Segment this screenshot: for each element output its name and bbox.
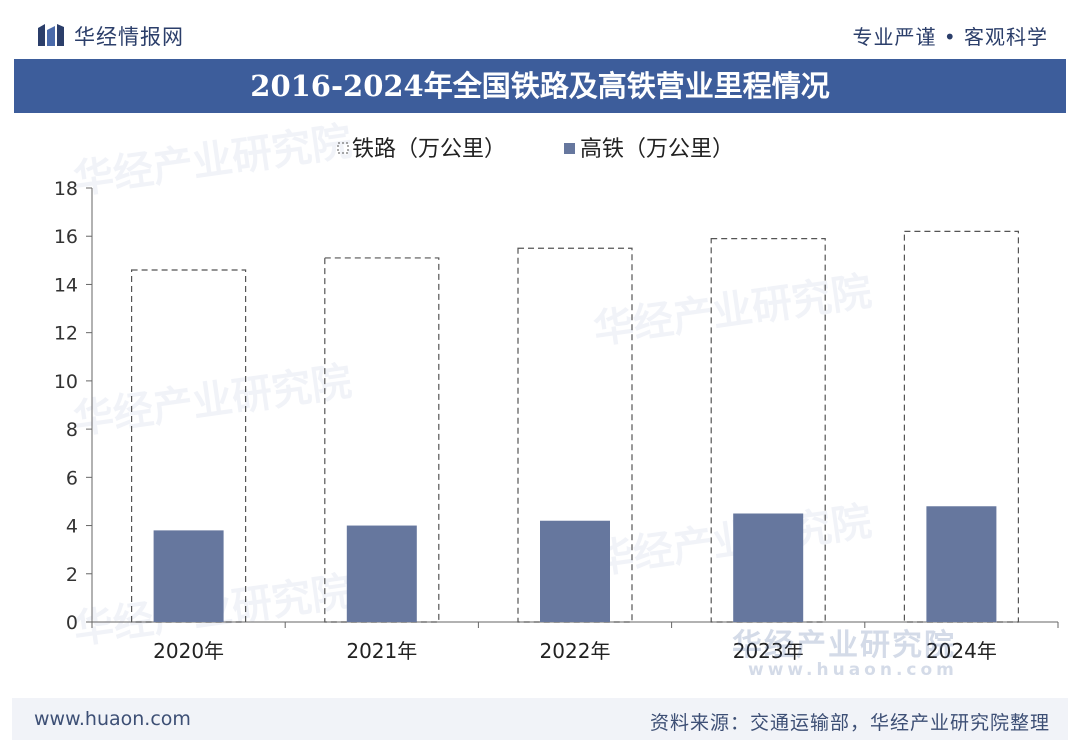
hsr-bar bbox=[153, 530, 224, 622]
y-tick-label: 12 bbox=[54, 323, 78, 345]
chart-title: 2016-2024年全国铁路及高铁营业里程情况 bbox=[250, 69, 830, 103]
legend-swatch-rail bbox=[337, 142, 349, 154]
y-tick-label: 6 bbox=[66, 467, 78, 489]
slogan: 专业严谨 • 客观科学 bbox=[852, 25, 1048, 49]
y-tick-label: 0 bbox=[66, 612, 78, 634]
y-tick-label: 10 bbox=[54, 371, 78, 393]
legend-label-rail: 铁路（万公里） bbox=[352, 137, 506, 162]
chart-frame: 华经情报网 专业严谨 • 客观科学 2016-2024年全国铁路及高铁营业里程情… bbox=[12, 8, 1068, 740]
x-tick-label: 2023年 bbox=[733, 639, 804, 663]
brand-name: 华经情报网 bbox=[74, 25, 184, 49]
footer-url[interactable]: www.huaon.com bbox=[34, 708, 191, 730]
hsr-bar bbox=[926, 506, 997, 622]
legend-swatch-hsr bbox=[564, 143, 575, 154]
y-tick-label: 8 bbox=[66, 419, 78, 441]
y-tick-label: 14 bbox=[54, 274, 78, 296]
hsr-bar bbox=[346, 525, 417, 622]
hsr-bar bbox=[540, 520, 610, 622]
legend-label-hsr: 高铁（万公里） bbox=[580, 137, 734, 162]
x-tick-label: 2022年 bbox=[540, 639, 611, 663]
footer-source: 资料来源：交通运输部，华经产业研究院整理 bbox=[649, 712, 1050, 734]
y-tick-label: 16 bbox=[54, 226, 78, 248]
x-tick-label: 2020年 bbox=[153, 639, 224, 663]
brand-logo-icon bbox=[38, 24, 64, 46]
y-tick-label: 18 bbox=[54, 178, 78, 200]
x-tick-label: 2021年 bbox=[346, 639, 417, 663]
hsr-bar bbox=[733, 513, 804, 622]
y-tick-label: 2 bbox=[66, 564, 78, 586]
title-band: 2016-2024年全国铁路及高铁营业里程情况 bbox=[14, 59, 1066, 113]
footer: www.huaon.com 资料来源：交通运输部，华经产业研究院整理 bbox=[12, 698, 1068, 740]
y-tick-label: 4 bbox=[66, 516, 78, 538]
x-tick-label: 2024年 bbox=[926, 639, 997, 663]
brand-bar: 华经情报网 专业严谨 • 客观科学 bbox=[12, 8, 1068, 58]
bar-chart: 0 2 4 6 8 10 12 14 16 18 2020年 2021年 2022年 2023年 2024年… bbox=[54, 137, 1059, 663]
